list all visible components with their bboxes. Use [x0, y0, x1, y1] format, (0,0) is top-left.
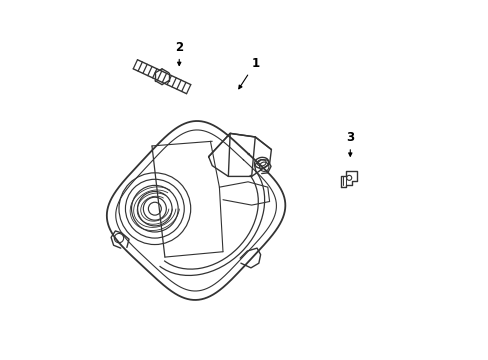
Text: 2: 2 [175, 41, 183, 66]
Text: 1: 1 [238, 57, 259, 89]
Text: 3: 3 [346, 131, 354, 156]
